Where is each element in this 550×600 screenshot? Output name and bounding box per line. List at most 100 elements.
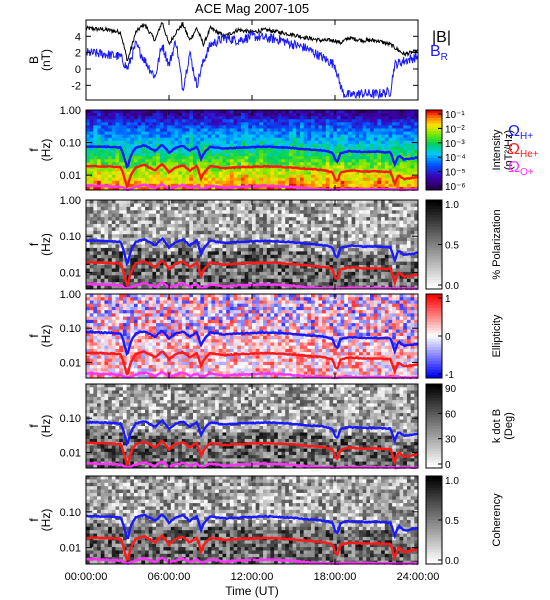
- spectrogram-cell: [174, 251, 179, 256]
- spectrogram-cell: [403, 146, 408, 151]
- spectrogram-cell: [145, 251, 150, 256]
- spectrogram-cell: [358, 110, 364, 114]
- spectrogram-cell: [211, 223, 216, 228]
- spectrogram-cell: [299, 153, 305, 157]
- spectrogram-cell: [237, 254, 242, 259]
- spectrogram-cell: [104, 131, 109, 136]
- spectrogram-cell: [192, 210, 198, 215]
- spectrogram-cell: [318, 183, 323, 188]
- colorbar-cell: [426, 280, 442, 284]
- spectrogram-cell: [307, 180, 312, 185]
- spectrogram-cell: [86, 306, 91, 311]
- spectrogram-cell: [111, 227, 116, 232]
- spectrogram-cell: [108, 131, 113, 136]
- spectrogram-cell: [336, 116, 341, 120]
- spectrogram-cell: [314, 230, 319, 235]
- spectrogram-cell: [395, 230, 400, 235]
- spectrogram-cell: [141, 156, 146, 160]
- spectrogram-cell: [292, 137, 297, 142]
- spectrogram-cell: [222, 271, 227, 276]
- spectrogram-cell: [322, 223, 327, 228]
- spectrogram-cell: [307, 128, 312, 132]
- spectrogram-cell: [222, 171, 227, 176]
- spectrogram-cell: [115, 251, 120, 256]
- spectrogram-cell: [137, 268, 142, 273]
- spectrogram-cell: [259, 241, 264, 245]
- spectrogram-cell: [347, 116, 352, 120]
- spectrogram-cell: [218, 183, 223, 188]
- spectrogram-cell: [167, 213, 172, 218]
- spectrogram-cell: [336, 210, 341, 215]
- spectrogram-cell: [314, 203, 319, 208]
- spectrogram-cell: [288, 174, 293, 179]
- spectrogram-cell: [395, 134, 400, 139]
- spectrogram-cell: [314, 134, 319, 139]
- spectrogram-cell: [126, 247, 131, 252]
- spectrogram-cell: [100, 342, 105, 347]
- spectrogram-cell: [89, 122, 94, 126]
- spectrogram-cell: [329, 116, 334, 120]
- spectrogram-cell: [226, 247, 231, 252]
- spectrogram-cell: [285, 116, 290, 120]
- spectrogram-cell: [403, 271, 408, 276]
- spectrogram-cell: [355, 159, 360, 163]
- spectrogram-cell: [97, 153, 102, 157]
- spectrogram-cell: [336, 180, 341, 185]
- spectrogram-cell: [362, 230, 367, 235]
- spectrogram-cell: [410, 278, 415, 283]
- spectrogram-cell: [362, 165, 367, 169]
- spectrogram-cell: [281, 206, 286, 211]
- spectrogram-cell: [318, 223, 323, 228]
- spectrogram-cell: [344, 247, 349, 252]
- spectrogram-cell: [318, 278, 323, 283]
- spectrogram-cell: [414, 183, 419, 188]
- spectrogram-cell: [252, 186, 257, 191]
- spectrogram-cell: [358, 227, 364, 232]
- spectrogram-cell: [355, 162, 360, 166]
- spectrogram-cell: [325, 131, 330, 136]
- spectrogram-cell: [86, 134, 91, 139]
- spectrogram-cell: [86, 348, 91, 353]
- spectrogram-cell: [178, 271, 183, 276]
- spectrogram-cell: [159, 177, 164, 182]
- spectrogram-cell: [384, 131, 389, 136]
- spectrogram-cell: [392, 110, 397, 114]
- spectrogram-cell: [167, 119, 172, 123]
- spectrogram-cell: [340, 200, 345, 204]
- spectrogram-cell: [252, 210, 257, 215]
- spectrogram-cell: [97, 113, 102, 117]
- spectrogram-cell: [89, 271, 94, 276]
- spectrogram-cell: [152, 206, 157, 211]
- spectrogram-cell: [399, 122, 404, 126]
- spectrogram-cell: [86, 303, 91, 308]
- spectrogram-cell: [104, 278, 109, 283]
- spectrogram-cell: [259, 122, 264, 126]
- spectrogram-cell: [185, 119, 190, 123]
- spectrogram-cell: [189, 180, 194, 185]
- spectrogram-cell: [122, 146, 127, 151]
- spectrogram-cell: [399, 213, 404, 218]
- spectrogram-cell: [137, 223, 142, 228]
- spectrogram-cell: [204, 171, 209, 176]
- spectrogram-cell: [307, 227, 312, 232]
- spectrogram-cell: [274, 271, 279, 276]
- spectrogram-cell: [259, 275, 264, 280]
- spectrogram-cell: [133, 251, 139, 256]
- spectrogram-cell: [207, 171, 212, 176]
- spectrogram-cell: [86, 223, 91, 228]
- spectrogram-cell: [370, 159, 375, 163]
- spectrogram-cell: [200, 150, 205, 154]
- spectrogram-cell: [100, 162, 105, 166]
- spectrogram-cell: [126, 165, 131, 169]
- spectrogram-cell: [355, 180, 360, 185]
- spectrogram-cell: [285, 206, 290, 211]
- spectrogram-cell: [399, 220, 404, 225]
- spectrogram-cell: [296, 237, 301, 242]
- spectrogram-cell: [167, 220, 172, 225]
- spectrogram-cell: [170, 171, 175, 176]
- spectrogram-cell: [163, 122, 168, 126]
- spectrogram-cell: [178, 159, 183, 163]
- spectrogram-cell: [274, 134, 279, 139]
- spectrogram-cell: [403, 251, 408, 256]
- spectrogram-cell: [281, 177, 286, 182]
